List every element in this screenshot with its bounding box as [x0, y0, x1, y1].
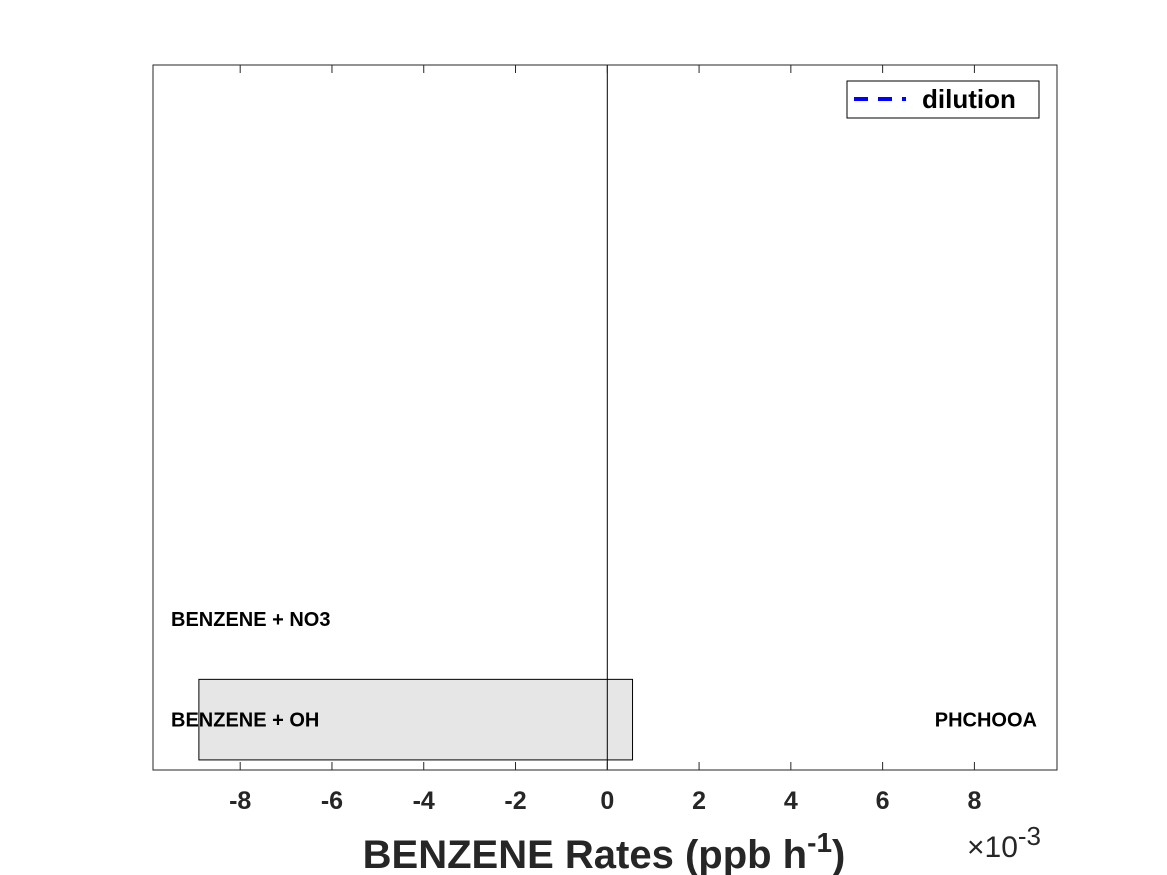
bars-layer: [198, 678, 634, 761]
x-axis-title-main: BENZENE Rates (ppb h: [363, 833, 807, 875]
x-axis-title-sup: -1: [807, 827, 832, 858]
plot-frame: [152, 64, 1058, 771]
x-tick-label: -2: [504, 787, 526, 815]
bar-label-right: PHCHOOA: [935, 710, 1037, 732]
x-tick-label: 6: [876, 787, 890, 815]
bar-benzene-oh: [198, 678, 634, 761]
x-tick-label: -4: [413, 787, 435, 815]
x-tick-label: 2: [692, 787, 706, 815]
x-exponent-prefix: ×10: [967, 831, 1018, 864]
bar-label-left: BENZENE + NO3: [171, 609, 330, 631]
x-axis-title: BENZENE Rates (ppb h-1): [363, 827, 846, 875]
legend-dilution-label: dilution: [922, 84, 1016, 114]
x-exponent-power: -3: [1018, 821, 1041, 851]
x-tick-label: -8: [229, 787, 251, 815]
x-ticks-layer: -8 -6 -4 -2 0 2 4 6 8: [229, 65, 981, 815]
x-tick-label: 4: [784, 787, 798, 815]
x-axis-title-close: ): [832, 833, 845, 875]
bar-labels-layer: BENZENE + OH PHCHOOA BENZENE + NO3: [171, 609, 1037, 732]
x-tick-label: 0: [600, 787, 614, 815]
plot-background: [153, 65, 1057, 770]
x-exponent: ×10-3: [967, 821, 1041, 864]
x-tick-label: -6: [321, 787, 343, 815]
bar-label-left: BENZENE + OH: [171, 710, 319, 732]
x-tick-label: 8: [967, 787, 981, 815]
legend: dilution: [846, 80, 1040, 119]
